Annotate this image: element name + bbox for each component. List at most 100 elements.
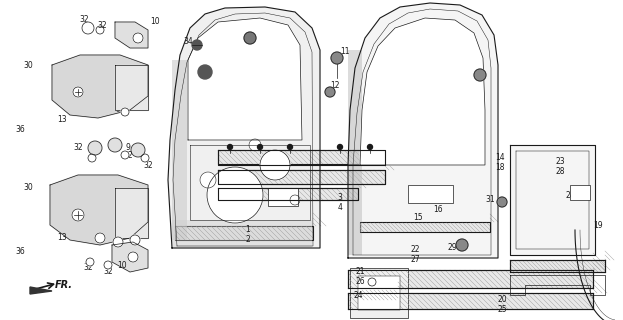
Text: 32: 32 xyxy=(73,143,83,153)
Circle shape xyxy=(207,167,263,223)
Text: 17: 17 xyxy=(465,68,475,76)
Polygon shape xyxy=(168,7,320,248)
Text: 32: 32 xyxy=(97,20,107,29)
Bar xyxy=(360,290,398,300)
Bar xyxy=(268,188,298,206)
Text: 21: 21 xyxy=(355,268,364,276)
Circle shape xyxy=(244,32,256,44)
Circle shape xyxy=(121,151,129,159)
Text: 15: 15 xyxy=(413,213,423,222)
Circle shape xyxy=(82,22,94,34)
Circle shape xyxy=(121,108,129,116)
Circle shape xyxy=(131,143,145,157)
Text: 9: 9 xyxy=(115,106,120,115)
Circle shape xyxy=(108,138,122,152)
Text: 25: 25 xyxy=(497,306,507,315)
Text: 6: 6 xyxy=(245,194,250,203)
Text: 20: 20 xyxy=(497,295,507,305)
Circle shape xyxy=(104,261,112,269)
Circle shape xyxy=(72,209,84,221)
Circle shape xyxy=(88,141,102,155)
Circle shape xyxy=(331,52,343,64)
Circle shape xyxy=(86,258,94,266)
Polygon shape xyxy=(52,55,148,118)
Circle shape xyxy=(113,237,123,247)
Text: 24: 24 xyxy=(565,190,575,199)
Text: 23: 23 xyxy=(555,157,565,166)
Polygon shape xyxy=(188,18,302,140)
Bar xyxy=(218,170,385,184)
Polygon shape xyxy=(50,175,148,245)
Circle shape xyxy=(368,145,373,149)
Circle shape xyxy=(338,145,343,149)
Polygon shape xyxy=(348,3,498,258)
Bar xyxy=(408,185,453,203)
Circle shape xyxy=(73,87,83,97)
Circle shape xyxy=(130,235,140,245)
Text: 1: 1 xyxy=(245,226,250,235)
Bar xyxy=(218,150,385,164)
Circle shape xyxy=(260,150,290,180)
Text: 31: 31 xyxy=(485,196,495,204)
Text: 4: 4 xyxy=(338,204,343,212)
Text: 19: 19 xyxy=(593,220,603,229)
Polygon shape xyxy=(112,242,148,272)
Bar xyxy=(570,185,590,200)
Text: 35: 35 xyxy=(247,26,257,35)
Circle shape xyxy=(133,33,143,43)
Text: 32: 32 xyxy=(143,161,153,170)
Text: 36: 36 xyxy=(15,125,25,134)
Text: 32: 32 xyxy=(83,263,93,273)
Text: 9: 9 xyxy=(126,143,130,153)
Text: 7: 7 xyxy=(212,207,217,217)
Bar xyxy=(218,188,358,200)
Text: 29: 29 xyxy=(447,244,457,252)
Polygon shape xyxy=(115,188,148,238)
Polygon shape xyxy=(30,287,52,294)
Bar xyxy=(350,268,408,318)
Text: 34: 34 xyxy=(183,37,193,46)
Circle shape xyxy=(456,239,468,251)
Bar xyxy=(348,270,593,288)
Text: 2: 2 xyxy=(245,236,250,244)
Bar xyxy=(175,226,313,240)
Circle shape xyxy=(290,195,300,205)
Bar xyxy=(360,222,490,232)
Polygon shape xyxy=(115,65,148,110)
Text: 8: 8 xyxy=(245,204,250,212)
Text: 3: 3 xyxy=(338,194,343,203)
Bar xyxy=(172,60,187,240)
Circle shape xyxy=(128,252,138,262)
Polygon shape xyxy=(360,18,485,165)
Bar xyxy=(510,260,605,272)
Circle shape xyxy=(249,139,261,151)
Text: 18: 18 xyxy=(495,164,505,172)
Text: 22: 22 xyxy=(411,245,420,254)
Text: 26: 26 xyxy=(355,277,365,286)
Circle shape xyxy=(287,145,293,149)
Text: 13: 13 xyxy=(57,234,67,243)
Circle shape xyxy=(257,145,262,149)
Text: 10: 10 xyxy=(150,18,160,27)
Text: 32: 32 xyxy=(103,268,113,276)
Text: 12: 12 xyxy=(330,81,340,90)
Circle shape xyxy=(88,154,96,162)
Text: 30: 30 xyxy=(23,60,33,69)
Bar xyxy=(358,276,400,310)
Text: 32: 32 xyxy=(123,150,133,159)
Circle shape xyxy=(141,154,149,162)
Circle shape xyxy=(95,233,105,243)
Polygon shape xyxy=(510,145,595,255)
Circle shape xyxy=(192,40,202,50)
Text: 30: 30 xyxy=(23,183,33,193)
Circle shape xyxy=(497,197,507,207)
Circle shape xyxy=(200,172,216,188)
Text: 27: 27 xyxy=(410,255,420,265)
Circle shape xyxy=(325,87,335,97)
Circle shape xyxy=(368,278,376,286)
Circle shape xyxy=(227,145,232,149)
Circle shape xyxy=(198,65,212,79)
Text: 5: 5 xyxy=(217,197,222,206)
Text: 13: 13 xyxy=(57,116,67,124)
Text: 28: 28 xyxy=(555,167,565,177)
